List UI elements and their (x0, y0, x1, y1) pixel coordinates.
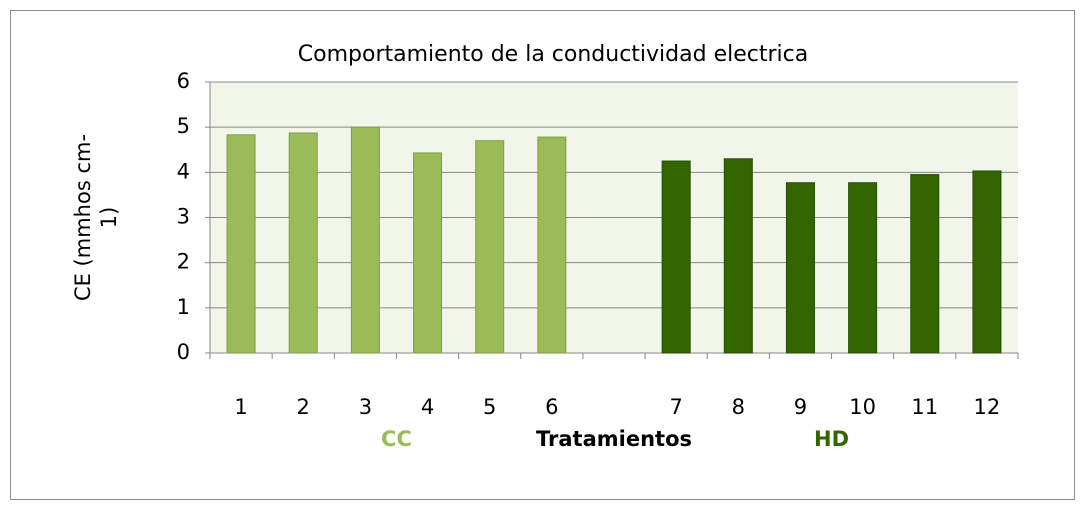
x-tick-label: 2 (297, 395, 310, 419)
x-tick-label: 4 (421, 395, 434, 419)
bar (972, 170, 1002, 354)
x-tick-label: 10 (849, 395, 876, 419)
chart-title: Comportamiento de la conductividad elect… (298, 42, 808, 67)
y-tick-label: 1 (177, 295, 190, 319)
legend-label: HD (814, 427, 849, 451)
bar (226, 134, 256, 354)
bar (413, 152, 443, 354)
bar (350, 126, 380, 354)
bar (288, 132, 318, 354)
bar (723, 158, 753, 354)
bar (848, 182, 878, 354)
x-tick-label: 11 (911, 395, 938, 419)
y-tick-label: 6 (177, 69, 190, 93)
bar (537, 136, 567, 354)
x-tick-label: 1 (234, 395, 247, 419)
bar (910, 174, 940, 354)
x-tick-label: 12 (974, 395, 1001, 419)
x-tick-label: 3 (359, 395, 372, 419)
y-tick-label: 5 (177, 114, 190, 138)
x-tick-label: 5 (483, 395, 496, 419)
x-tick-label: 6 (545, 395, 558, 419)
y-tick-label: 3 (177, 205, 190, 229)
y-tick-label: 4 (177, 159, 190, 183)
y-tick-label: 0 (177, 340, 190, 364)
y-axis-title: CE (mmhos cm-1) (71, 133, 121, 302)
y-tick-label: 2 (177, 250, 190, 274)
bar (785, 182, 815, 354)
x-tick-label: 9 (794, 395, 807, 419)
x-tick-label: 7 (669, 395, 682, 419)
bar (475, 140, 505, 354)
bar (661, 160, 691, 354)
x-tick-label: 8 (732, 395, 745, 419)
x-axis-title: Tratamientos (536, 427, 692, 451)
legend-label: CC (381, 427, 412, 451)
